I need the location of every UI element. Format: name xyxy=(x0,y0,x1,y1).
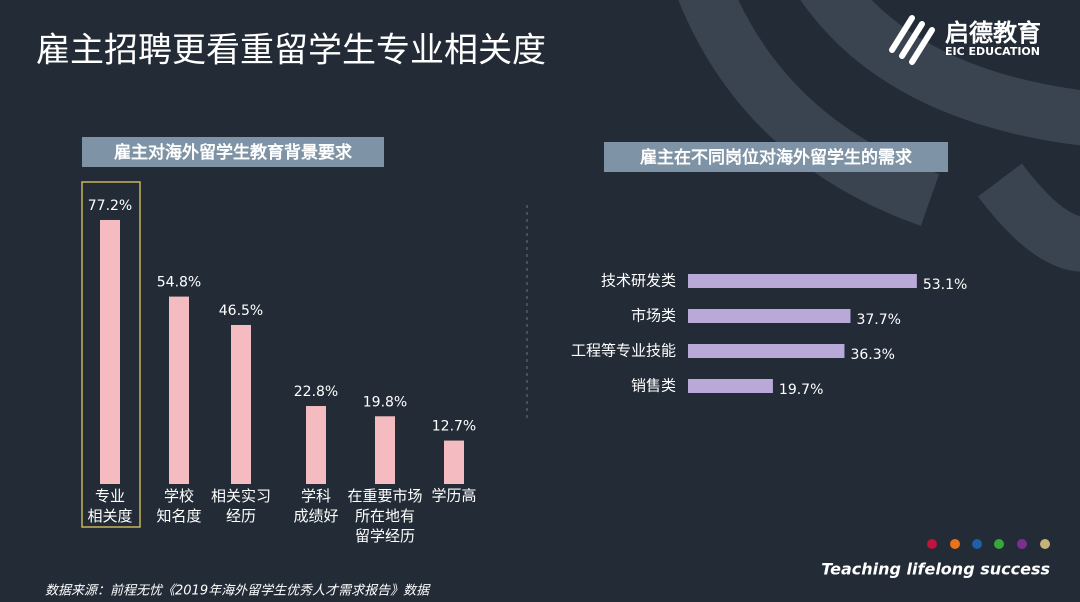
data-label: 22.8% xyxy=(294,384,338,400)
chart-title-box xyxy=(604,142,948,172)
decoration xyxy=(678,0,1080,272)
category-label: 专业相关度 xyxy=(87,487,132,525)
bar xyxy=(231,324,251,484)
bar xyxy=(444,440,464,484)
data-label: 36.3% xyxy=(850,347,894,363)
tagline: Teaching lifelong success xyxy=(821,560,1050,579)
dot xyxy=(950,539,960,549)
bar xyxy=(306,406,326,484)
slide-title: 雇主招聘更看重留学生专业相关度 xyxy=(36,31,546,71)
category-label: 学历高 xyxy=(431,487,476,505)
data-label: 54.8% xyxy=(157,275,201,291)
category-label: 销售类 xyxy=(631,377,676,395)
category-label: 市场类 xyxy=(631,307,676,325)
data-label: 19.8% xyxy=(363,394,407,410)
category-label: 学校知名度 xyxy=(156,487,201,525)
logo: 启德教育 EIC EDUCATION xyxy=(889,15,1041,65)
dot xyxy=(972,539,982,549)
chart-title-box xyxy=(82,137,384,167)
dots xyxy=(927,539,1050,549)
source: 数据来源：前程无忧《2019年海外留学生优秀人才需求报告》数据 xyxy=(45,583,431,599)
category-label: 技术研发类 xyxy=(601,272,676,290)
dot xyxy=(927,539,937,549)
data-label: 53.1% xyxy=(923,277,967,293)
deco-arc xyxy=(978,163,1080,272)
dot xyxy=(994,539,1004,549)
bar xyxy=(100,219,120,484)
category-label: 学科成绩好 xyxy=(293,487,338,525)
data-label: 46.5% xyxy=(219,303,263,319)
data-label: 19.7% xyxy=(779,382,823,398)
category-label: 工程等专业技能 xyxy=(571,342,676,360)
category-label: 在重要市场所在地有留学经历 xyxy=(347,487,422,545)
bar xyxy=(375,416,395,484)
logo-sub: EIC EDUCATION xyxy=(945,45,1040,58)
data-label: 12.7% xyxy=(432,419,476,435)
dot xyxy=(1040,539,1050,549)
data-label: 37.7% xyxy=(856,312,900,328)
deco-arc xyxy=(678,0,940,226)
logo-mark xyxy=(889,15,935,65)
category-label: 相关实习经历 xyxy=(211,487,271,525)
bar xyxy=(688,379,773,393)
chart-title: 雇主在不同岗位对海外留学生的需求 xyxy=(640,147,912,168)
bar xyxy=(688,344,845,358)
logo-name: 启德教育 xyxy=(945,19,1041,47)
chart-title: 雇主对海外留学生教育背景要求 xyxy=(114,142,352,163)
data-label: 77.2% xyxy=(88,198,132,214)
dot xyxy=(1017,539,1027,549)
bar xyxy=(169,296,189,484)
bar xyxy=(688,274,917,288)
highlight-box xyxy=(81,181,141,528)
bar xyxy=(688,309,851,323)
deco-arc xyxy=(800,0,1080,146)
